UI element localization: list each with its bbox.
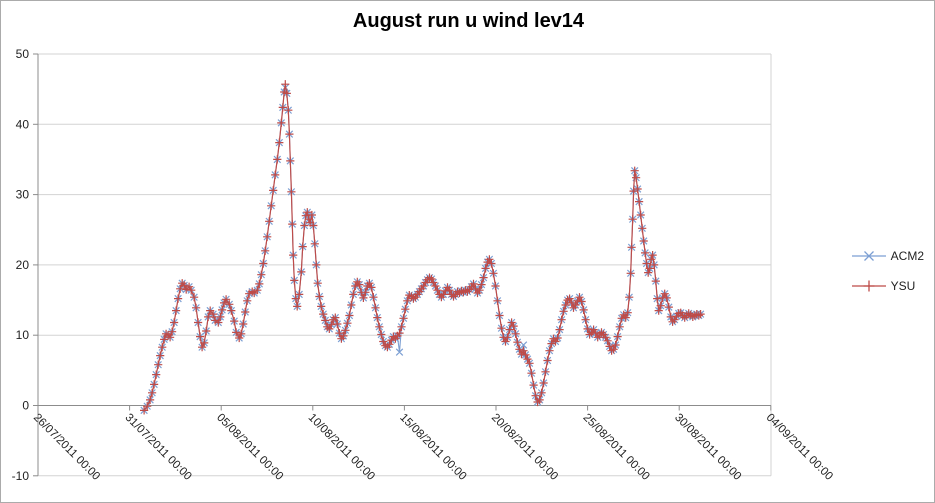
series-ysu-line (143, 84, 701, 411)
y-tick-label: 30 (16, 188, 30, 202)
x-tick-label: 30/08/2011 00:00 (672, 412, 743, 483)
series-acm2-line (143, 85, 701, 411)
x-tick-label: 25/08/2011 00:00 (580, 412, 651, 483)
x-tick-label: 31/07/2011 00:00 (122, 412, 193, 483)
chart-title: August run u wind lev14 (352, 10, 585, 32)
x-tick-label: 15/08/2011 00:00 (397, 412, 468, 483)
legend-label-ysu: YSU (890, 279, 916, 293)
y-tick-label: 10 (16, 328, 30, 342)
series-acm2-markers (140, 83, 705, 415)
y-tick-label: 0 (22, 399, 29, 413)
ysu-legend-marker (851, 280, 886, 292)
x-tick-label: 10/08/2011 00:00 (306, 412, 377, 483)
x-tick-label: 05/08/2011 00:00 (214, 412, 285, 483)
x-tick-label: 20/08/2011 00:00 (489, 412, 560, 483)
y-tick-label: -10 (12, 469, 30, 483)
x-tick-label: 04/09/2011 00:00 (764, 412, 835, 483)
x-tick-label: 26/07/2011 00:00 (31, 412, 102, 483)
series-ysu-markers (140, 80, 705, 415)
y-tick-label: 20 (16, 258, 30, 272)
legend-item-acm2[interactable]: ACM2 (851, 245, 924, 267)
acm2-legend-marker (851, 251, 886, 261)
y-tick-label: 50 (16, 47, 30, 61)
legend: ACM2 YSU (851, 245, 924, 297)
legend-label-acm2: ACM2 (890, 249, 924, 263)
legend-item-ysu[interactable]: YSU (851, 275, 924, 297)
y-tick-label: 40 (16, 117, 30, 131)
